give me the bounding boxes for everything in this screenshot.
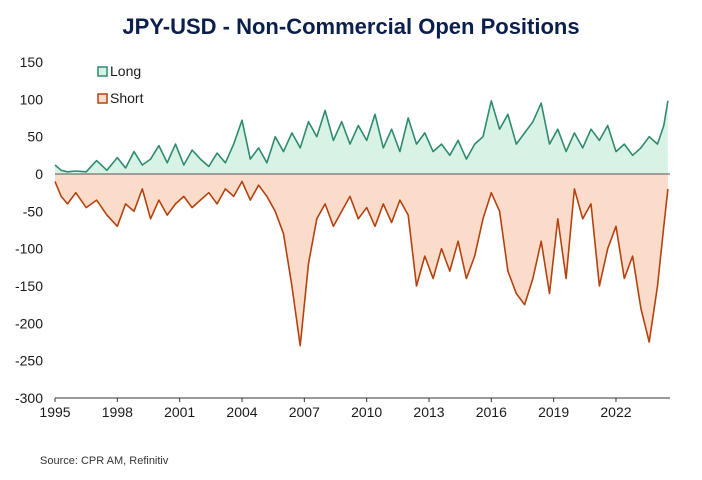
series-short-line: [54, 180, 669, 347]
y-tick-label: -300: [15, 390, 43, 406]
plot-area: [54, 100, 670, 347]
legend-label-short: Short: [110, 90, 144, 106]
y-tick-label: -200: [15, 315, 43, 331]
series-long-line: [54, 100, 669, 173]
y-axis: 150 100 50 0 -50 -100 -150 -200 -250 -300: [15, 54, 43, 406]
x-tick-label: 2016: [476, 404, 507, 420]
y-tick-label: 100: [20, 91, 44, 107]
legend: Long Short: [97, 63, 144, 106]
x-tick-label: 2010: [351, 404, 382, 420]
x-tick-label: 1998: [102, 404, 133, 420]
y-tick-label: -50: [23, 203, 43, 219]
y-tick-label: -250: [15, 353, 43, 369]
x-axis: 1995 1998 2001 2004 2007 2010 2013 2016 2019 2022: [39, 397, 670, 420]
series-long-area: [55, 100, 668, 174]
y-tick-label: 50: [27, 129, 43, 145]
x-tick-label: 1995: [39, 404, 70, 420]
x-tick-label: 2007: [289, 404, 320, 420]
y-tick-label: -100: [15, 241, 43, 257]
legend-swatch-long: [97, 66, 108, 77]
x-tick-label: 2001: [164, 404, 195, 420]
chart-title: JPY-USD - Non-Commercial Open Positions: [122, 14, 580, 39]
x-tick-label: 2013: [413, 404, 444, 420]
y-tick-label: 0: [35, 166, 43, 182]
x-tick-label: 2019: [538, 404, 569, 420]
legend-swatch-short: [97, 93, 108, 104]
series-short-area: [55, 174, 668, 346]
y-tick-label: 150: [20, 54, 44, 70]
x-tick-label: 2022: [600, 404, 631, 420]
legend-label-long: Long: [110, 63, 141, 79]
x-tick-label: 2004: [226, 404, 257, 420]
y-tick-label: -150: [15, 278, 43, 294]
source-note: Source: CPR AM, Refinitiv: [40, 455, 169, 467]
